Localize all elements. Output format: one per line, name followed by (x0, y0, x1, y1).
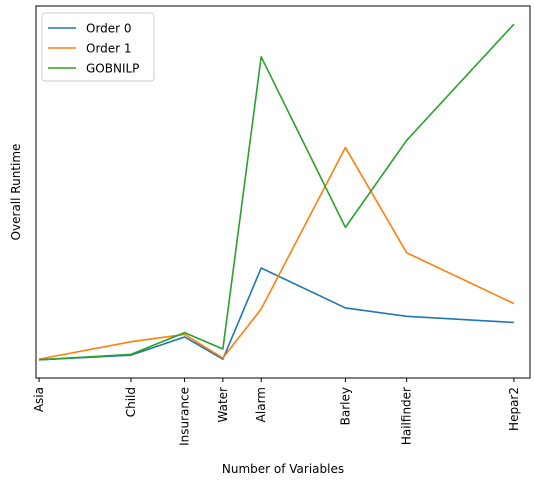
x-tick-label: Insurance (178, 387, 192, 446)
series-line-order-1 (38, 146, 515, 360)
legend-label: Order 1 (86, 42, 132, 56)
series-line-order-0 (39, 267, 514, 361)
x-tick-label: Alarm (254, 387, 268, 422)
legend-label: Order 0 (86, 22, 132, 36)
x-tick-label: Hailfinder (400, 387, 414, 445)
plot-frame (35, 5, 531, 379)
x-tick-label: Barley (338, 387, 352, 425)
series-layer (38, 23, 515, 361)
x-tick-label: Hepar2 (507, 387, 521, 431)
x-axis-label: Number of Variables (222, 462, 344, 476)
x-tick-label: Child (124, 387, 138, 417)
series-line-gobnilp (39, 23, 515, 361)
x-tick-label: Asia (32, 387, 46, 412)
legend-label: GOBNILP (86, 62, 139, 76)
legend-box (41, 12, 155, 82)
y-axis-label: Overall Runtime (9, 144, 23, 241)
x-axis-ticks: Asia Child Insurance Water Alarm Barley Hailfi… (32, 378, 521, 446)
x-tick-label: Water (216, 387, 230, 423)
legend: Order 0 Order 1 GOBNILP (41, 12, 155, 82)
